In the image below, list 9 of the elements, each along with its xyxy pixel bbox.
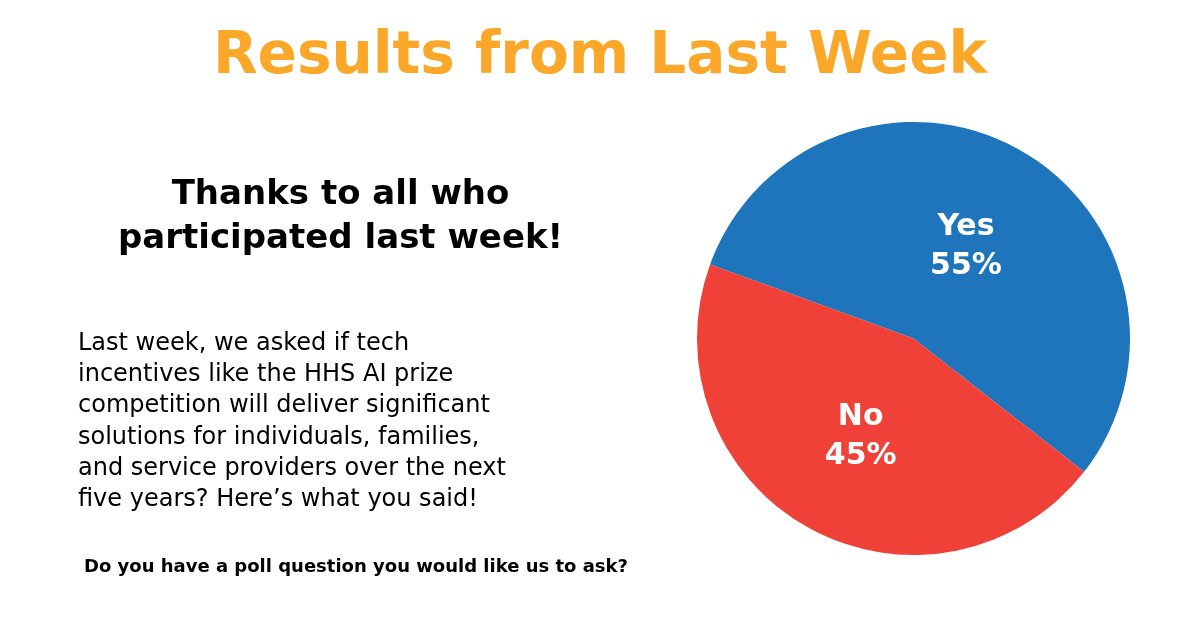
slice-label: Yes: [936, 206, 995, 242]
text: Thanks to all who participated last week!: [118, 172, 564, 257]
slice-label: No: [837, 396, 884, 432]
data-label: 55%: [930, 245, 1002, 281]
pie-slice: [710, 122, 1130, 472]
text: Do you have a poll question you would like us to ask?: [84, 555, 628, 576]
data-label: 45%: [824, 435, 897, 471]
chart-title: Results from Last Week: [212, 19, 989, 88]
text: Last week, we asked if tech incentives like the HHS AI prize competition will deliver significant solutions for individuals, families, and service providers over the next five years? Here’s what you said!: [78, 328, 506, 512]
